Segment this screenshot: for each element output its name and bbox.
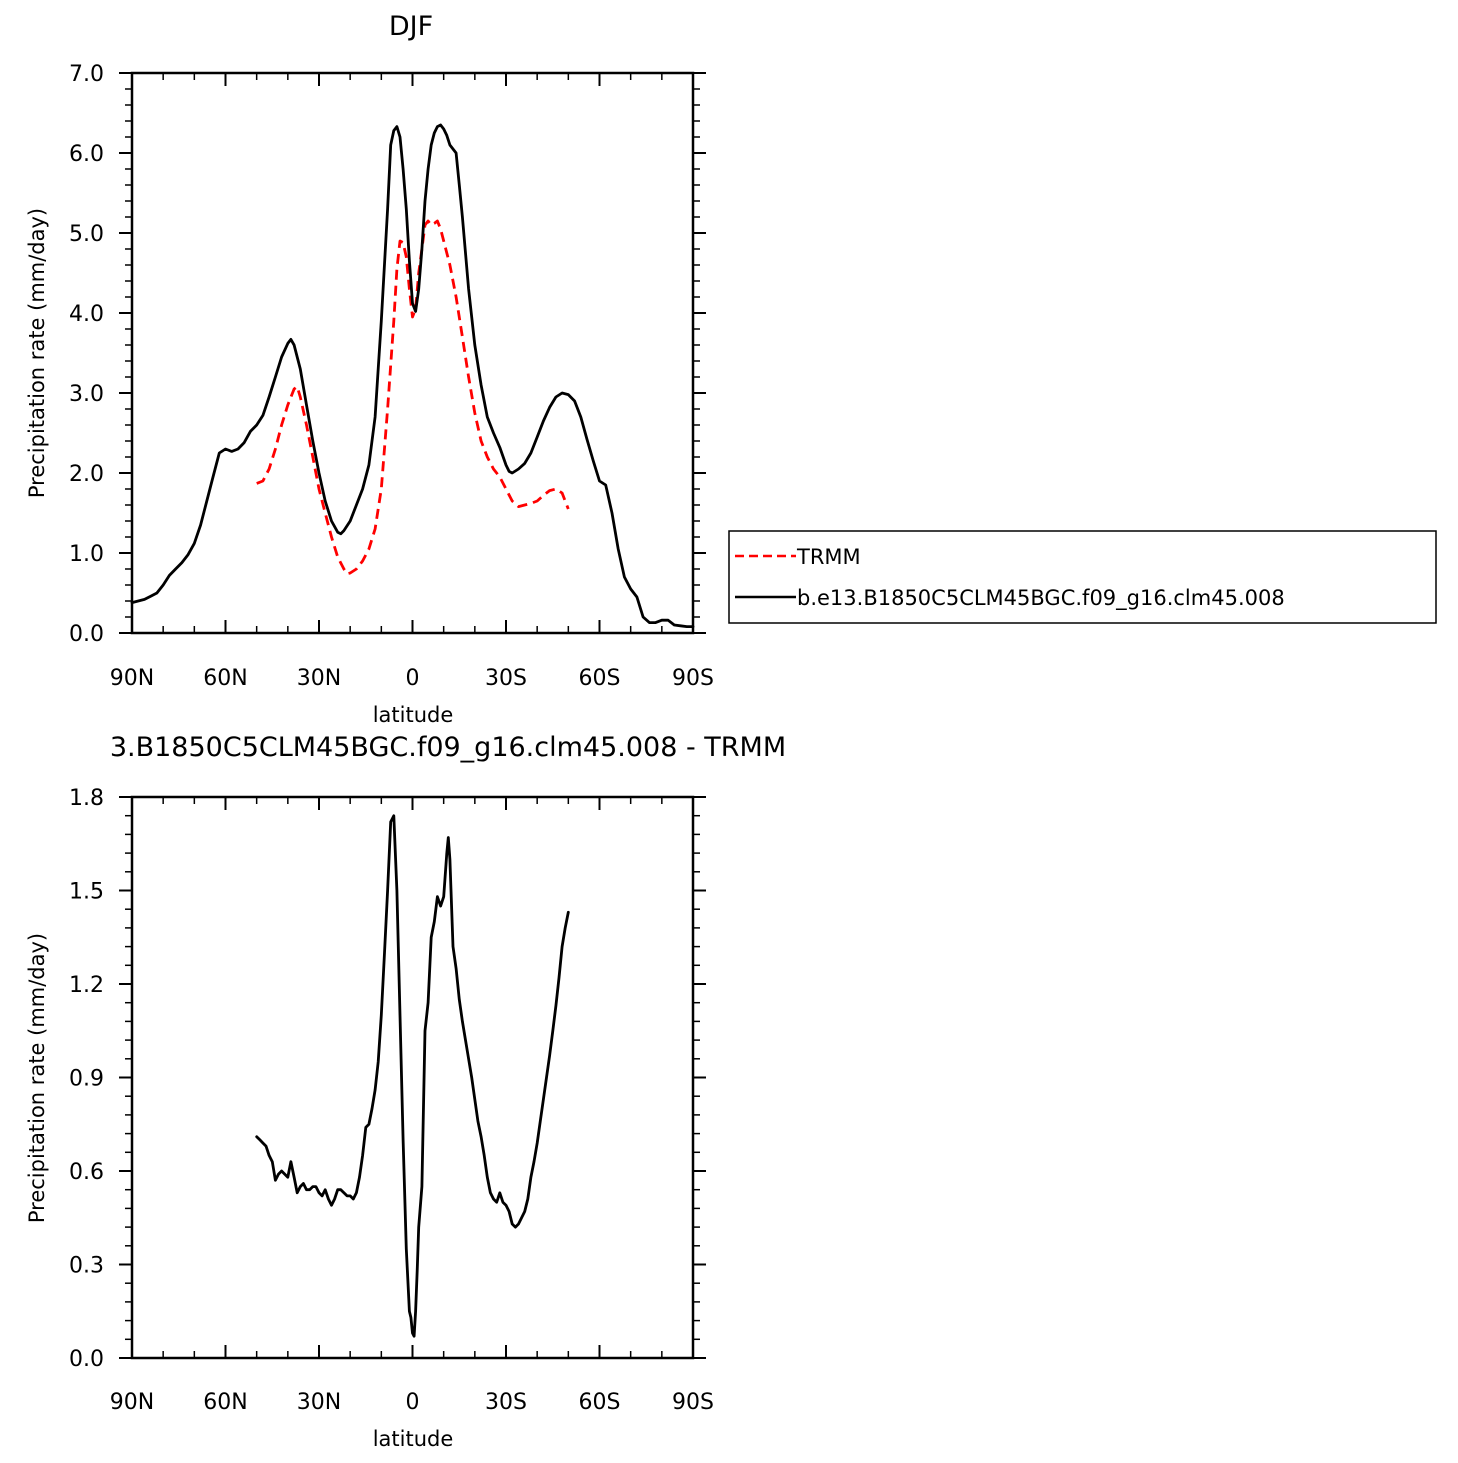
top-series-line-trmm: [256, 219, 570, 576]
top-x-tick-labels: 90N 60N 30N 0 30S 60S 90S: [110, 666, 714, 691]
top-series-line-model: [130, 123, 695, 628]
top-y-tick-label: 2.0: [69, 462, 104, 487]
legend: TRMM b.e13.B1850C5CLM45BGC.f09_g16.clm45…: [728, 530, 1437, 624]
top-y-tick-label: 6.0: [69, 142, 104, 167]
bottom-x-tick-label: 30N: [297, 1390, 341, 1415]
bottom-x-tick-label: 60S: [579, 1390, 621, 1415]
legend-label-model: b.e13.B1850C5CLM45BGC.f09_g16.clm45.008: [797, 586, 1285, 611]
top-x-tick-label: 90S: [672, 666, 714, 691]
bottom-x-tick-label: 60N: [203, 1390, 247, 1415]
top-x-tick-label: 90N: [110, 666, 154, 691]
legend-box: [728, 530, 1437, 624]
bottom-y-tick-label: 0.9: [69, 1067, 104, 1092]
bottom-plot-frame: [130, 795, 695, 1360]
bottom-series-line-difference: [255, 814, 570, 1338]
top-x-tick-label: 0: [406, 666, 420, 691]
bottom-y-tick-label: 0.0: [69, 1347, 104, 1372]
bottom-y-tick-label: 0.6: [69, 1160, 104, 1185]
bottom-y-axis-label: Precipitation rate (mm/day): [25, 933, 49, 1223]
bottom-series-group: [255, 814, 570, 1338]
bottom-y-tick-labels: 0.0 0.3 0.6 0.9 1.2 1.5 1.8: [69, 786, 104, 1372]
top-plot-frame: [130, 71, 695, 635]
bottom-chart-title: 3.B1850C5CLM45BGC.f09_g16.clm45.008 - TR…: [110, 732, 786, 763]
top-series-group: [130, 123, 695, 628]
bottom-x-axis-label: latitude: [373, 1427, 454, 1451]
top-y-tick-labels: 0.0 1.0 2.0 3.0 4.0 5.0 6.0 7.0: [69, 62, 104, 647]
top-y-tick-label: 0.0: [69, 622, 104, 647]
top-chart-title: DJF: [389, 11, 433, 42]
top-y-tick-label: 3.0: [69, 382, 104, 407]
top-x-tick-label: 60S: [579, 666, 621, 691]
bottom-x-tick-label: 30S: [485, 1390, 527, 1415]
bottom-x-tick-label: 0: [406, 1390, 420, 1415]
top-y-tick-label: 4.0: [69, 302, 104, 327]
bottom-x-tick-labels: 90N 60N 30N 0 30S 60S 90S: [110, 1390, 714, 1415]
bottom-x-tick-label: 90N: [110, 1390, 154, 1415]
top-y-axis-label: Precipitation rate (mm/day): [25, 208, 49, 498]
legend-label-trmm: TRMM: [796, 545, 861, 569]
bottom-x-tick-label: 90S: [672, 1390, 714, 1415]
top-x-tick-label: 60N: [203, 666, 247, 691]
top-y-tick-label: 1.0: [69, 542, 104, 567]
bottom-y-tick-label: 1.8: [69, 786, 104, 811]
top-x-tick-label: 30S: [485, 666, 527, 691]
top-y-tick-label: 5.0: [69, 222, 104, 247]
bottom-panel: 3.B1850C5CLM45BGC.f09_g16.clm45.008 - TR…: [25, 732, 786, 1451]
bottom-y-tick-label: 1.2: [69, 973, 104, 998]
top-x-axis-label: latitude: [373, 703, 454, 727]
top-panel: DJF 0.0 1.0 2.0 3.0 4.0 5.0 6.0 7.0 90N 60N 30N 0 3…: [25, 11, 714, 727]
top-x-tick-label: 30N: [297, 666, 341, 691]
bottom-axis-ticks: [119, 796, 706, 1359]
bottom-y-tick-label: 1.5: [69, 880, 104, 905]
bottom-y-tick-label: 0.3: [69, 1254, 104, 1279]
top-y-tick-label: 7.0: [69, 62, 104, 87]
